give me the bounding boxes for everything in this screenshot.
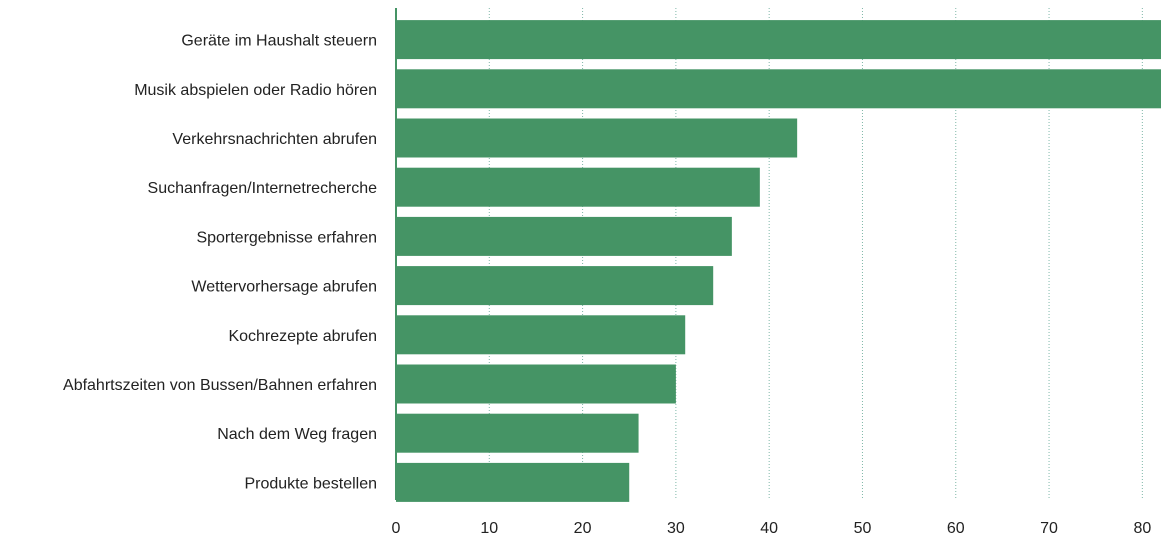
category-label: Verkehrsnachrichten abrufen (172, 131, 377, 148)
x-tick-label: 80 (1133, 520, 1151, 537)
x-tick-label: 30 (667, 520, 685, 537)
category-label: Nach dem Weg fragen (217, 426, 377, 443)
category-label: Sportergebnisse erfahren (196, 229, 377, 246)
x-tick-label: 60 (947, 520, 965, 537)
category-label: Abfahrtszeiten von Bussen/Bahnen erfahre… (63, 377, 377, 394)
bar (396, 413, 639, 453)
x-tick-label: 70 (1040, 520, 1058, 537)
bar (396, 20, 1161, 60)
bars (396, 20, 1161, 502)
bar (396, 216, 732, 256)
category-label: Kochrezepte abrufen (228, 328, 377, 345)
bar (396, 266, 714, 306)
category-labels: Geräte im Haushalt steuern Musik abspiele… (63, 33, 377, 493)
x-tick-label: 20 (574, 520, 592, 537)
category-label: Musik abspielen oder Radio hören (134, 82, 377, 99)
x-axis-ticks: 0 10 20 30 40 50 60 70 80 (392, 520, 1152, 537)
bar (396, 118, 798, 158)
x-tick-label: 40 (760, 520, 778, 537)
bar (396, 167, 760, 207)
x-tick-label: 50 (854, 520, 872, 537)
category-label: Geräte im Haushalt steuern (181, 33, 377, 50)
category-label: Produkte bestellen (244, 475, 377, 492)
bar (396, 315, 686, 355)
bar (396, 462, 630, 502)
x-tick-label: 0 (392, 520, 401, 537)
bar (396, 364, 676, 404)
bar (396, 69, 1161, 109)
x-tick-label: 10 (480, 520, 498, 537)
category-label: Wettervorhersage abrufen (191, 279, 377, 296)
category-label: Suchanfragen/Internetrecherche (148, 180, 378, 197)
